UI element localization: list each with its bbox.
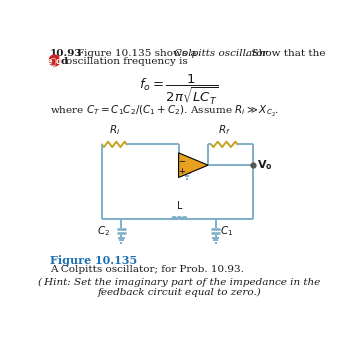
Text: A Colpitts oscillator; for Prob. 10.93.: A Colpitts oscillator; for Prob. 10.93.	[50, 265, 244, 274]
Text: $C_1$: $C_1$	[220, 224, 234, 238]
Circle shape	[49, 55, 60, 66]
Text: $-$: $-$	[178, 155, 186, 164]
Text: Figure 10.135 shows a: Figure 10.135 shows a	[77, 49, 200, 58]
Text: L: L	[177, 202, 182, 211]
Text: $R_f$: $R_f$	[218, 124, 231, 137]
Text: Figure 10.135: Figure 10.135	[50, 254, 137, 266]
Text: $f_o = \dfrac{1}{2\pi\sqrt{LC_T}}$: $f_o = \dfrac{1}{2\pi\sqrt{LC_T}}$	[140, 73, 219, 107]
Text: Colpitts oscillator: Colpitts oscillator	[174, 49, 267, 58]
Text: . Show that the: . Show that the	[245, 49, 326, 58]
Text: 10.93: 10.93	[50, 49, 83, 58]
Text: ( Hint: Set the imaginary part of the impedance in the
feedback circuit equal to: ( Hint: Set the imaginary part of the im…	[38, 278, 321, 297]
Text: $R_i$: $R_i$	[109, 124, 120, 137]
Text: $\bf{V_o}$: $\bf{V_o}$	[257, 158, 273, 172]
Text: d: d	[61, 57, 68, 66]
Text: $C_2$: $C_2$	[97, 224, 110, 238]
Text: eⓐd: eⓐd	[47, 56, 62, 65]
Text: oscillation frequency is: oscillation frequency is	[66, 57, 188, 66]
Polygon shape	[178, 153, 208, 178]
Text: where $C_T = C_1C_2/(C_1 + C_2)$. Assume $R_i \gg X_{C_2}$.: where $C_T = C_1C_2/(C_1 + C_2)$. Assume…	[50, 103, 279, 119]
Text: $+$: $+$	[178, 166, 186, 176]
